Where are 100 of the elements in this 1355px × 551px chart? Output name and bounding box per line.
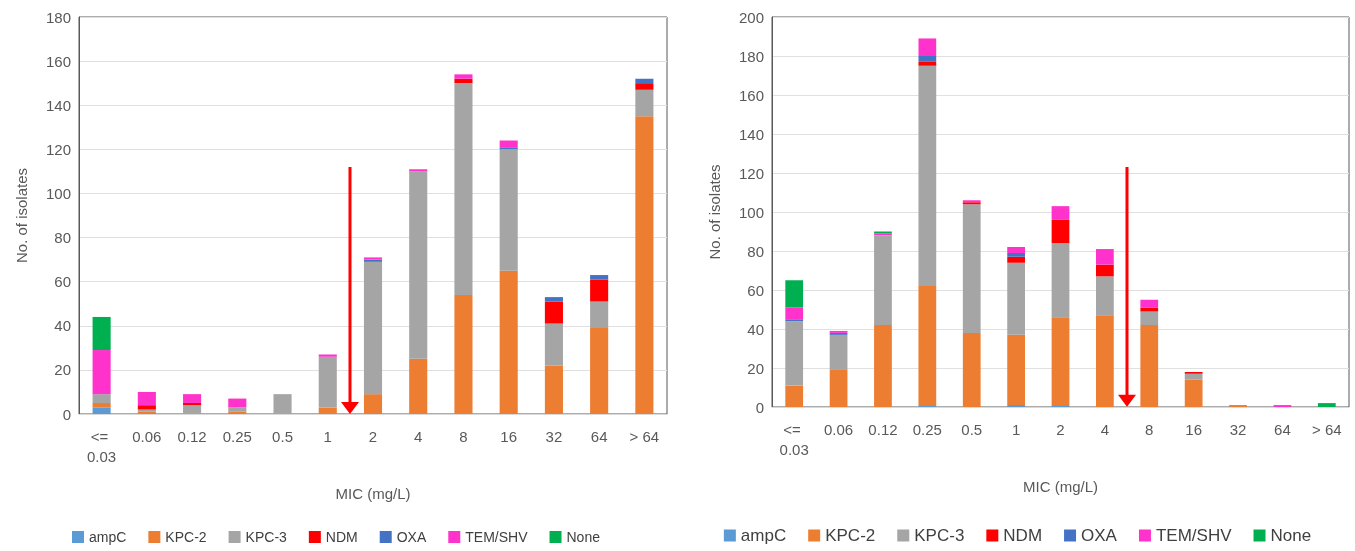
- x-tick-label: 64: [1274, 420, 1291, 438]
- bar: [409, 169, 428, 172]
- y-tick-label: 180: [738, 47, 764, 65]
- bar: [454, 83, 473, 295]
- x-tick-label: 0.5: [272, 427, 293, 445]
- y-axis-title: No. of isolates: [706, 164, 723, 260]
- bar: [1051, 219, 1070, 244]
- bar: [635, 89, 654, 117]
- x-tick-label: 64: [590, 427, 608, 445]
- y-tick-label: 160: [738, 86, 764, 104]
- bar: [137, 405, 156, 410]
- bar: [1051, 317, 1070, 406]
- bar: [137, 391, 156, 406]
- bar: [1096, 315, 1114, 407]
- bar: [1051, 243, 1070, 318]
- bar: [1007, 262, 1025, 335]
- x-tick-label: <= 0.03: [87, 427, 117, 465]
- x-tick-label: 4: [414, 427, 423, 445]
- bar: [1184, 379, 1203, 407]
- bar: [183, 405, 202, 414]
- x-tick-label: 2: [368, 427, 378, 445]
- x-tick-label: 1: [1011, 420, 1021, 438]
- x-axis-title: MIC (mg/L): [335, 485, 411, 502]
- y-tick-label: 20: [747, 359, 764, 377]
- y-tick-label: 180: [45, 8, 71, 26]
- bar: [183, 394, 202, 403]
- bar: [635, 83, 654, 90]
- bar: [499, 149, 518, 271]
- legend-label: KPC-2: [825, 526, 876, 545]
- y-tick-label: 200: [738, 8, 764, 26]
- y-tick-label: 60: [54, 273, 71, 291]
- bar: [363, 394, 383, 414]
- legend-label: None: [566, 529, 601, 545]
- bar: [92, 402, 111, 408]
- bar: [1140, 311, 1159, 326]
- bar: [785, 385, 804, 407]
- bar: [1184, 373, 1203, 380]
- bar: [1007, 334, 1025, 406]
- x-tick-label: 32: [545, 427, 563, 445]
- bar: [785, 321, 804, 386]
- bar: [635, 78, 654, 84]
- bar: [499, 147, 518, 150]
- bar: [1007, 256, 1025, 263]
- bar: [363, 261, 383, 395]
- bar: [318, 356, 337, 408]
- bar: [1096, 276, 1114, 316]
- bar: [454, 74, 473, 79]
- legend-label: TEM/SHV: [465, 529, 529, 545]
- y-axis-title: No. of isolates: [13, 167, 30, 264]
- x-tick-label: 0.12: [868, 420, 898, 438]
- x-tick-label: 8: [459, 427, 468, 445]
- y-tick-label: 80: [747, 242, 764, 260]
- x-tick-label: 32: [1229, 420, 1247, 438]
- x-tick-label: 0.25: [222, 427, 252, 445]
- bar: [183, 402, 202, 406]
- bar: [829, 334, 848, 370]
- bar: [228, 407, 247, 412]
- bar: [499, 270, 518, 414]
- bar: [1007, 252, 1025, 257]
- bar: [92, 316, 111, 351]
- y-tick-label: 140: [45, 96, 71, 114]
- bar: [874, 325, 892, 407]
- bar: [544, 323, 563, 366]
- bar: [92, 407, 111, 414]
- bar: [1051, 206, 1070, 220]
- bar: [409, 358, 428, 414]
- x-tick-label: <= 0.03: [779, 420, 809, 458]
- legend-label: None: [1270, 526, 1312, 545]
- y-tick-label: 160: [45, 52, 71, 70]
- y-tick-label: 80: [54, 229, 71, 247]
- legend-label: KPC-3: [914, 526, 965, 545]
- bar: [544, 301, 563, 324]
- bar: [1317, 403, 1336, 407]
- bar: [1096, 249, 1114, 265]
- legend-label: KPC-2: [165, 529, 207, 545]
- bar: [918, 65, 937, 287]
- y-tick-label: 20: [54, 361, 71, 379]
- legend-label: NDM: [325, 529, 358, 545]
- y-tick-label: 40: [747, 320, 764, 338]
- bar: [454, 294, 473, 414]
- x-tick-label: 8: [1145, 420, 1154, 438]
- x-tick-label: 0.12: [177, 427, 207, 445]
- bar: [1140, 325, 1159, 407]
- bar: [1140, 299, 1159, 308]
- x-tick-label: > 64: [1312, 420, 1342, 438]
- bar: [454, 78, 473, 84]
- legend-label: TEM/SHV: [1155, 526, 1233, 545]
- x-tick-label: 0.06: [823, 420, 854, 438]
- bar: [962, 204, 981, 333]
- y-tick-label: 100: [45, 184, 71, 202]
- bar: [318, 407, 337, 414]
- bar: [92, 350, 111, 395]
- bar: [92, 394, 111, 403]
- bar: [318, 354, 337, 357]
- y-tick-label: 60: [747, 281, 764, 299]
- bar: [785, 280, 804, 308]
- x-axis-title: MIC (mg/L): [1023, 478, 1098, 495]
- x-tick-label: 16: [1185, 420, 1202, 438]
- bar: [544, 365, 563, 414]
- y-tick-label: 100: [738, 203, 764, 221]
